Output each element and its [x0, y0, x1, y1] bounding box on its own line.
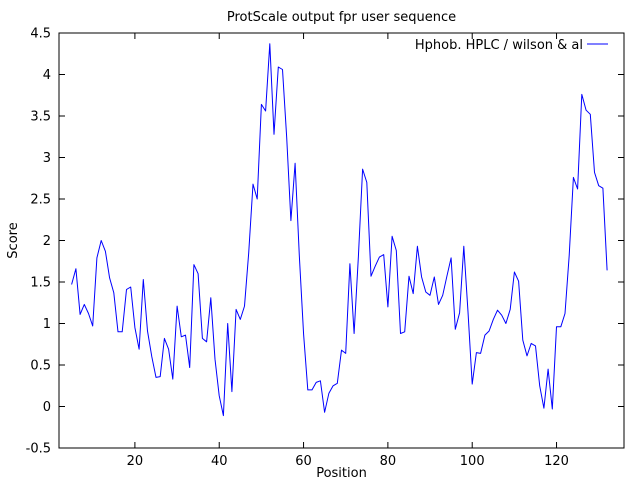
y-tick-label: 2: [43, 234, 51, 249]
y-tick-label: 0.5: [30, 359, 51, 374]
y-axis: -0.5 0 0.5 1 1.5 2 2.5 3 3.5 4 4.5: [26, 27, 624, 457]
x-tick-label: 60: [295, 454, 312, 469]
x-tick-label: 20: [127, 454, 144, 469]
y-tick-label: 1: [43, 317, 51, 332]
series-line: [71, 43, 608, 417]
series-layer: [71, 43, 608, 417]
y-tick-label: 3: [43, 151, 51, 166]
x-tick-label: 120: [544, 454, 569, 469]
y-tick-label: 3.5: [30, 110, 51, 125]
y-axis-label: Score: [6, 222, 21, 258]
x-axis-label: Position: [316, 466, 367, 480]
y-tick-label: 2.5: [30, 193, 51, 208]
y-tick-label: 4: [43, 68, 51, 83]
y-tick-label: 0: [43, 400, 51, 415]
chart-title: ProtScale output fpr user sequence: [227, 10, 456, 25]
x-tick-label: 40: [211, 454, 228, 469]
legend-label: Hphob. HPLC / wilson & al: [415, 38, 583, 53]
legend: Hphob. HPLC / wilson & al: [415, 38, 608, 53]
x-tick-label: 100: [460, 454, 485, 469]
y-tick-label: 4.5: [30, 27, 51, 42]
x-tick-label: 80: [380, 454, 397, 469]
y-tick-label: -0.5: [26, 442, 51, 457]
y-tick-label: 1.5: [30, 276, 51, 291]
x-axis: 20 40 60 80 100 120: [127, 33, 569, 469]
